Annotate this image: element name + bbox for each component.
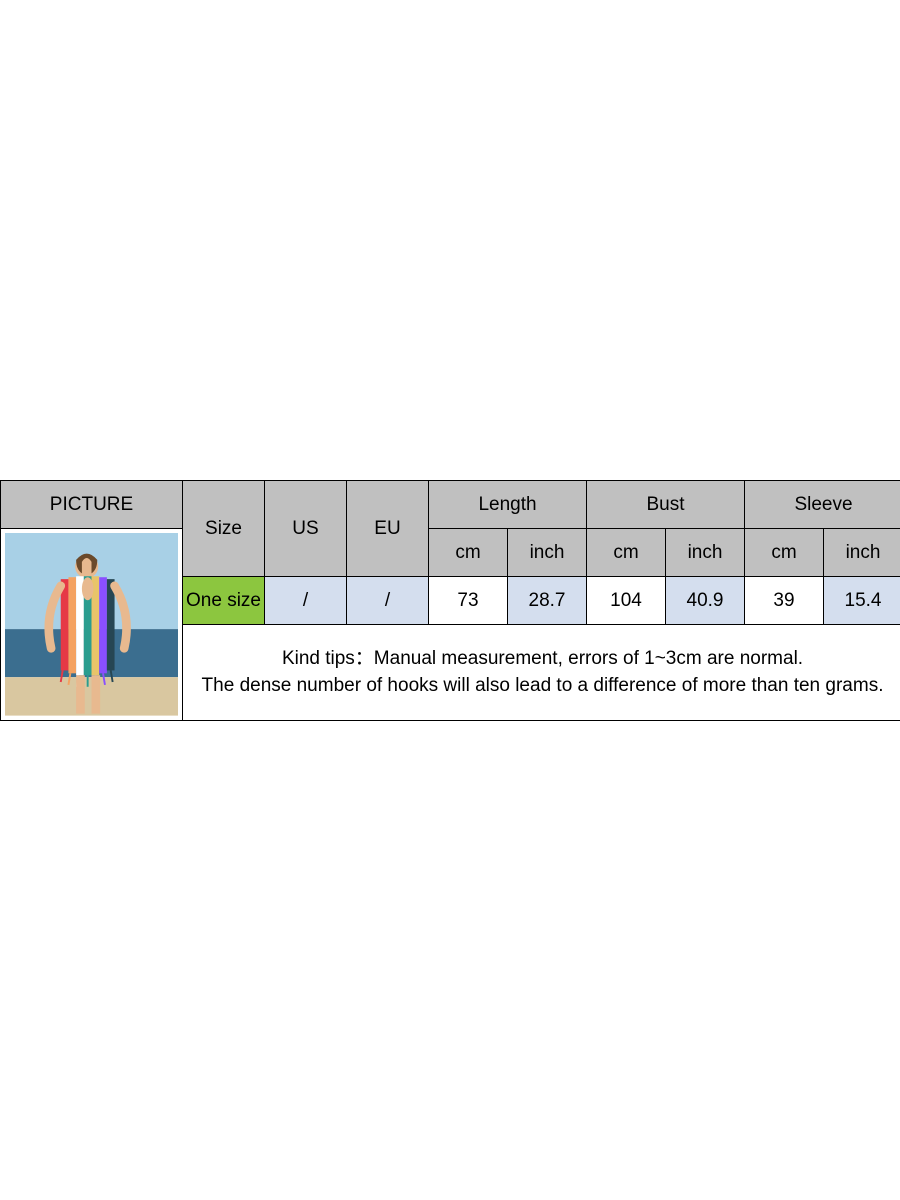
- cell-bust-cm: 104: [587, 577, 666, 625]
- cell-sleeve-cm: 39: [745, 577, 824, 625]
- cell-length-in: 28.7: [508, 577, 587, 625]
- cell-sleeve-in: 15.4: [824, 577, 900, 625]
- tips-cell: Kind tips：Manual measurement, errors of …: [183, 625, 900, 721]
- cell-length-cm: 73: [429, 577, 508, 625]
- header-sleeve-inch: inch: [824, 529, 900, 577]
- tips-line-2: The dense number of hooks will also lead…: [191, 673, 894, 700]
- header-us: US: [265, 481, 347, 577]
- header-eu: EU: [347, 481, 429, 577]
- cell-size: One size: [183, 577, 265, 625]
- header-length-inch: inch: [508, 529, 587, 577]
- size-chart-table: PICTURE Size US EU Length Bust Sleeve: [0, 480, 900, 721]
- header-sleeve: Sleeve: [745, 481, 900, 529]
- cell-us: /: [265, 577, 347, 625]
- product-illustration: [5, 533, 178, 716]
- header-length-cm: cm: [429, 529, 508, 577]
- product-picture: [1, 529, 183, 721]
- cell-bust-in: 40.9: [666, 577, 745, 625]
- cell-eu: /: [347, 577, 429, 625]
- header-picture: PICTURE: [1, 481, 183, 529]
- header-bust-inch: inch: [666, 529, 745, 577]
- tips-line-1: Kind tips：Manual measurement, errors of …: [191, 646, 894, 673]
- header-sleeve-cm: cm: [745, 529, 824, 577]
- header-size: Size: [183, 481, 265, 577]
- header-length: Length: [429, 481, 587, 529]
- header-bust-cm: cm: [587, 529, 666, 577]
- header-bust: Bust: [587, 481, 745, 529]
